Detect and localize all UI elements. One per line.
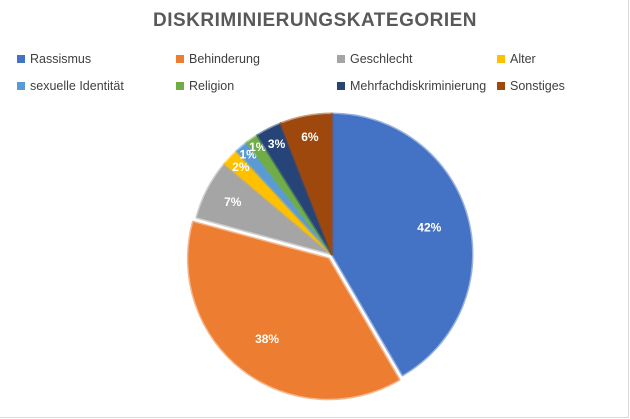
data-label-geschlecht: 7% — [224, 195, 242, 209]
legend-label: Mehrfachdiskriminierung — [350, 79, 487, 93]
legend-label: sexuelle Identität — [30, 79, 124, 93]
chart-title: DISKRIMINIERUNGSKATEGORIEN — [152, 10, 478, 31]
legend-item-rassismus: Rassismus — [17, 51, 91, 67]
data-label-behinderung: 38% — [255, 332, 279, 346]
pie-slice-rassismus — [330, 112, 474, 377]
pie-slice-sonstiges — [279, 112, 334, 256]
data-label-sonstiges: 6% — [301, 130, 319, 144]
data-label-alter: 2% — [232, 160, 250, 174]
legend-item-sexuelle-identität: sexuelle Identität — [17, 78, 124, 94]
legend-swatch — [497, 55, 505, 63]
legend-item-behinderung: Behinderung — [176, 51, 260, 67]
legend-item-religion: Religion — [176, 78, 234, 94]
legend-swatch — [337, 55, 345, 63]
data-label-rassismus: 42% — [417, 221, 441, 235]
legend-swatch — [176, 82, 184, 90]
pie-slice-behinderung — [186, 220, 401, 401]
legend-item-sonstiges: Sonstiges — [497, 78, 565, 94]
legend-label: Rassismus — [30, 52, 92, 66]
legend-swatch — [17, 55, 25, 63]
legend-label: Alter — [510, 52, 536, 66]
legend-label: Sonstiges — [510, 79, 565, 93]
legend-label: Behinderung — [189, 52, 260, 66]
legend-swatch — [17, 82, 25, 90]
legend-swatch — [337, 82, 345, 90]
legend-item-alter: Alter — [497, 51, 536, 67]
legend-swatch — [497, 82, 505, 90]
legend-item-geschlecht: Geschlecht — [337, 51, 413, 67]
legend-swatch — [176, 55, 184, 63]
legend-label: Geschlecht — [350, 52, 413, 66]
data-label-mehrfachdiskriminierung: 3% — [268, 137, 286, 151]
legend-label: Religion — [189, 79, 235, 93]
legend-item-mehrfachdiskriminierung: Mehrfachdiskriminierung — [337, 78, 486, 94]
